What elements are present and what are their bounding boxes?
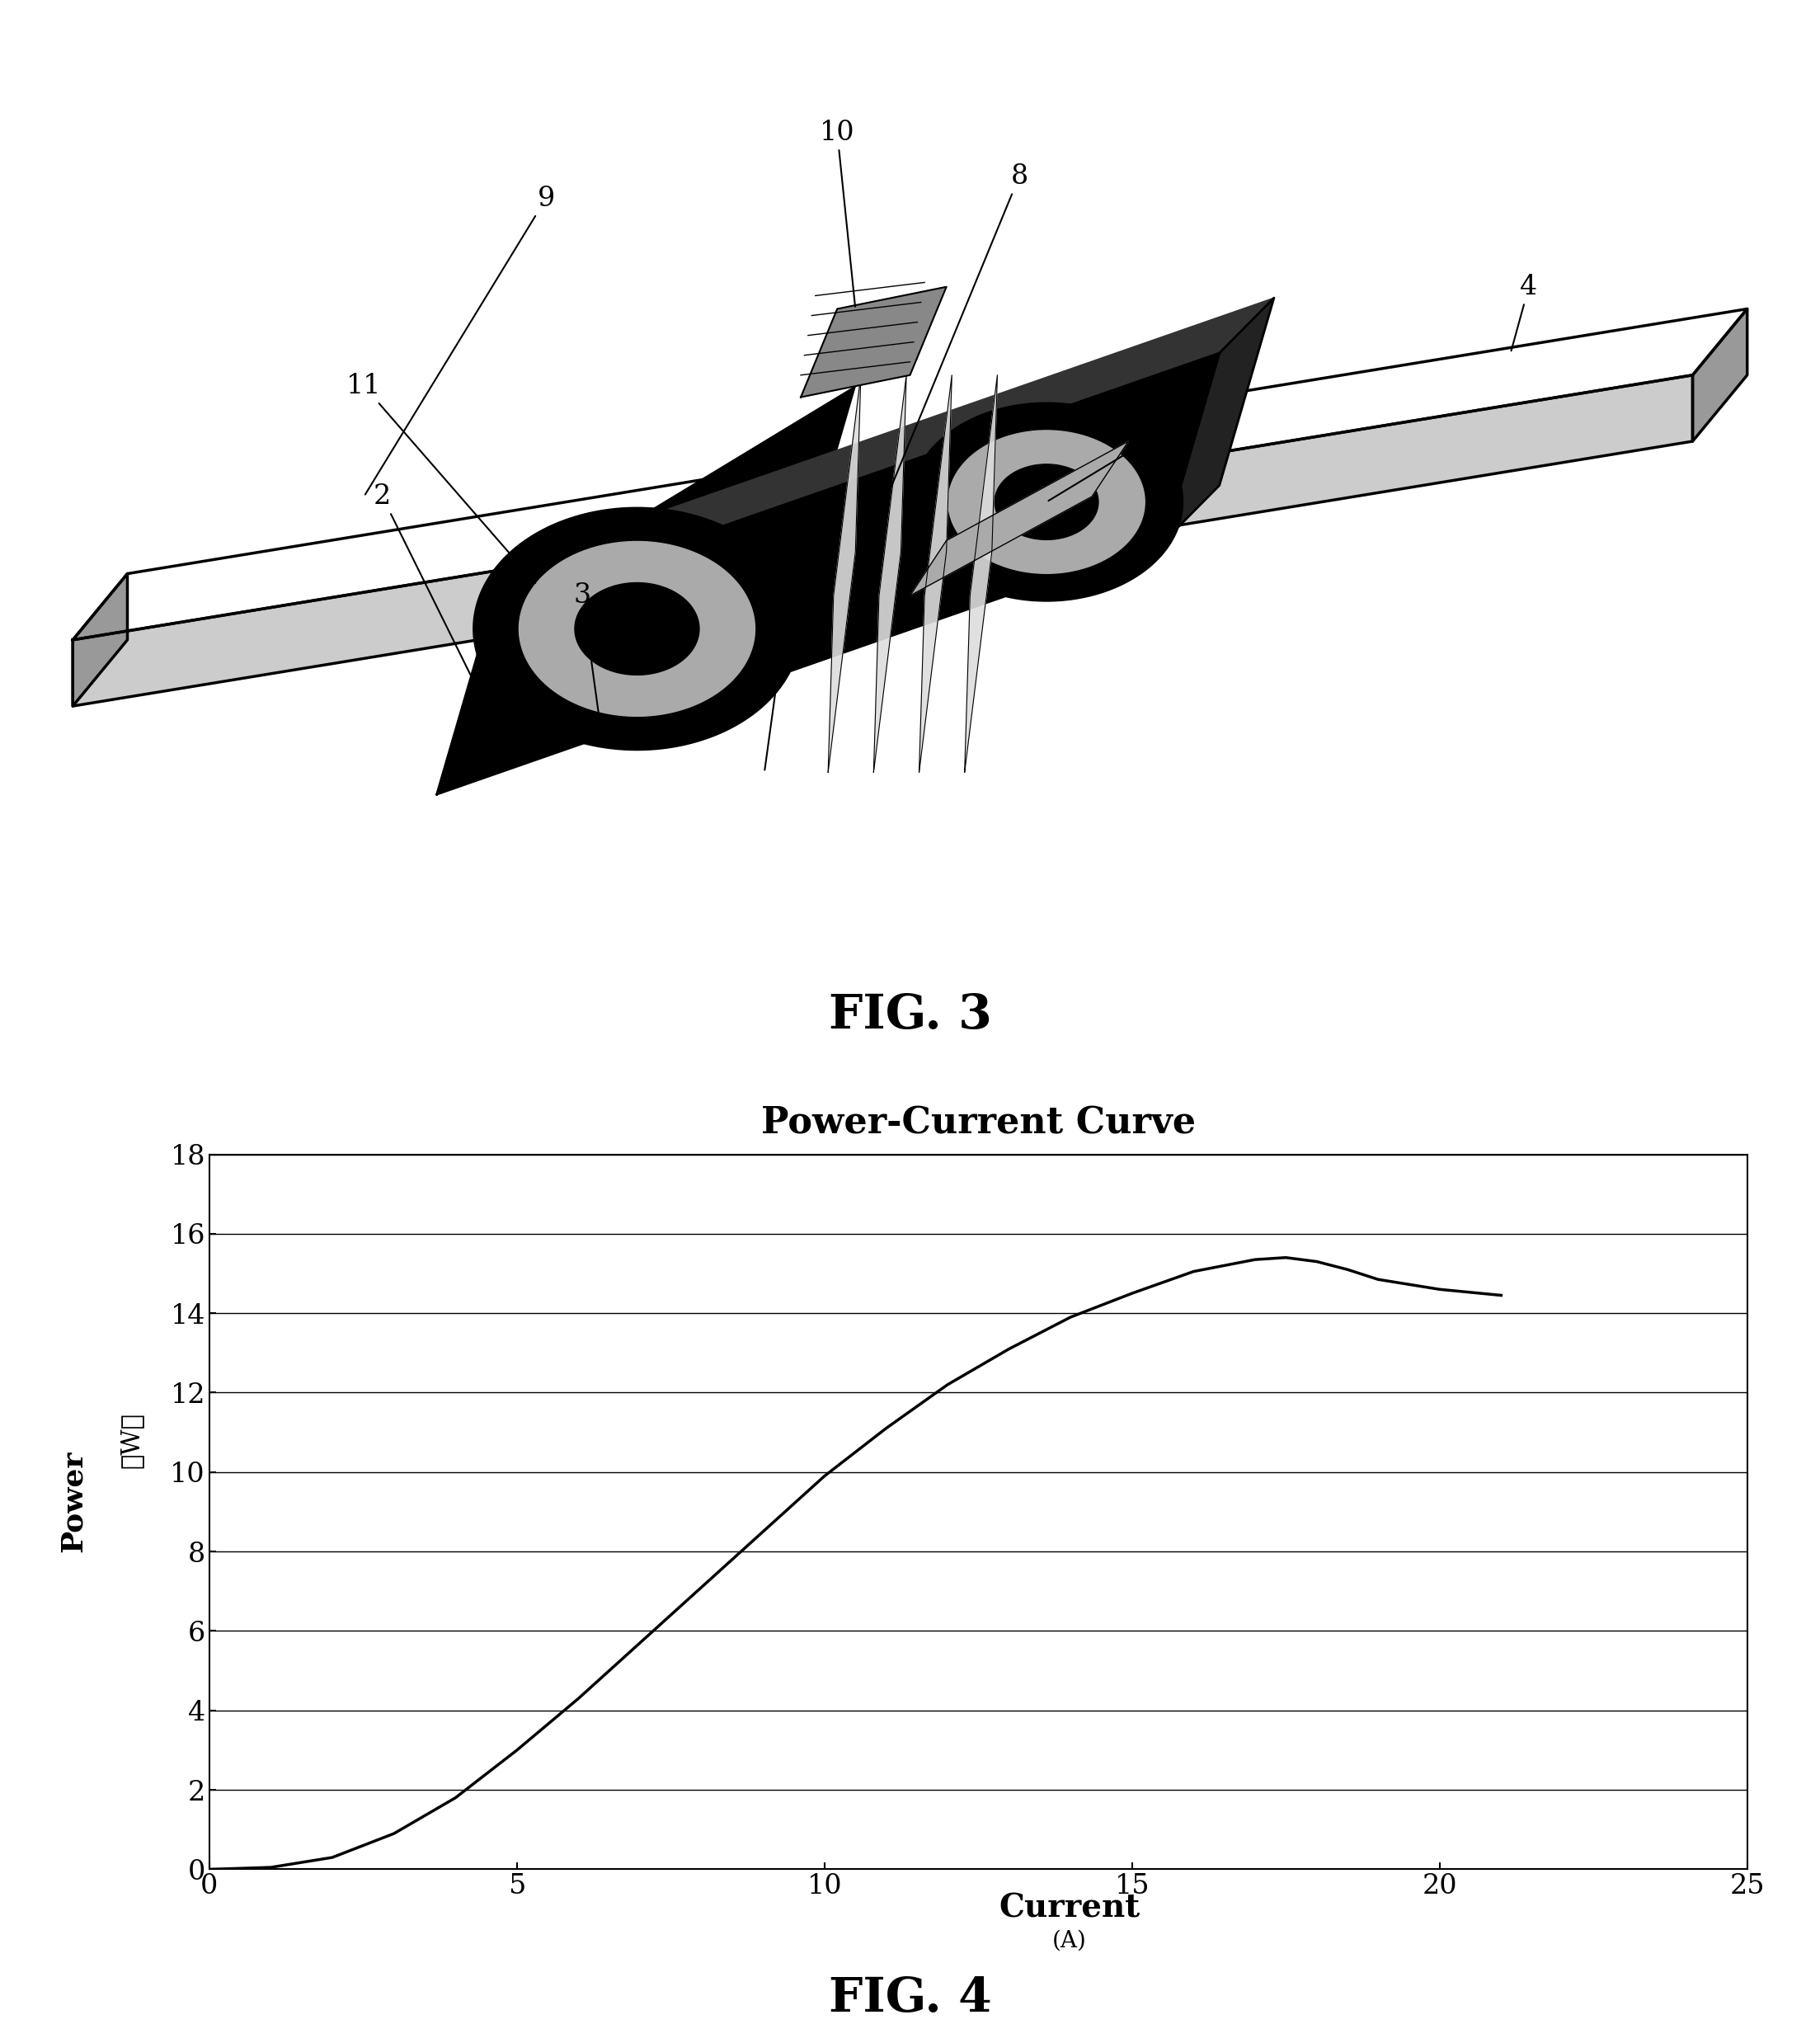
Text: 10: 10 — [819, 118, 855, 306]
Polygon shape — [73, 376, 1693, 707]
Text: 3: 3 — [573, 582, 601, 725]
Text: 9: 9 — [366, 186, 555, 494]
Text: 8: 8 — [874, 163, 1028, 527]
Polygon shape — [73, 308, 1747, 639]
Polygon shape — [910, 441, 1128, 597]
Text: （W）: （W） — [118, 1412, 144, 1469]
Text: Power: Power — [58, 1451, 87, 1553]
Polygon shape — [575, 582, 699, 674]
Polygon shape — [996, 464, 1097, 539]
Text: 1: 1 — [764, 627, 792, 770]
Text: FIG. 3: FIG. 3 — [828, 991, 992, 1038]
Polygon shape — [491, 298, 1274, 607]
Polygon shape — [1165, 298, 1274, 541]
Polygon shape — [801, 286, 946, 396]
Polygon shape — [437, 353, 1219, 795]
Text: Current: Current — [999, 1892, 1139, 1925]
Polygon shape — [948, 431, 1145, 574]
Text: 4: 4 — [1511, 274, 1538, 351]
Polygon shape — [73, 574, 127, 707]
Text: 11: 11 — [346, 374, 535, 582]
Polygon shape — [473, 507, 801, 750]
Polygon shape — [874, 376, 906, 772]
Polygon shape — [519, 541, 755, 717]
Text: (A): (A) — [1052, 1931, 1087, 1951]
Polygon shape — [1693, 308, 1747, 441]
Polygon shape — [828, 376, 861, 772]
Text: 2: 2 — [1076, 527, 1156, 584]
Polygon shape — [965, 376, 997, 772]
Text: 11: 11 — [1048, 429, 1165, 501]
Text: FIG. 4: FIG. 4 — [828, 1976, 992, 2021]
Text: 2: 2 — [373, 484, 490, 715]
Polygon shape — [437, 386, 855, 795]
Polygon shape — [910, 402, 1183, 601]
Polygon shape — [919, 376, 952, 772]
Title: Power-Current Curve: Power-Current Curve — [761, 1105, 1196, 1142]
